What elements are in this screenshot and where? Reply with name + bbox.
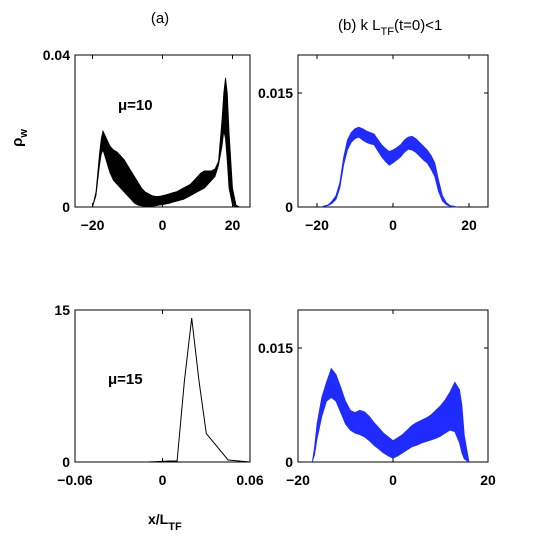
x-tick-label: −0.06 (57, 472, 93, 488)
y-tick-label: 0 (285, 199, 293, 215)
x-tick-label: −20 (286, 472, 310, 488)
y-tick-label: 0 (62, 454, 70, 470)
y-tick-label: 0 (62, 199, 70, 215)
x-tick-label: −20 (305, 217, 329, 233)
x-tick-label: 0 (159, 217, 167, 233)
density-band (92, 77, 240, 208)
x-tick-label: 20 (461, 217, 477, 233)
density-band (320, 126, 458, 208)
y-tick-label: 15 (54, 302, 70, 318)
plot-frame (74, 309, 251, 463)
panel-b-bottom: −20 0 20 0 0.015 (258, 309, 496, 488)
x-tick-label: 20 (225, 217, 241, 233)
panel-b-title: (b) k LTF(t=0)<1 (338, 17, 442, 38)
mu-annotation: μ=10 (118, 97, 153, 114)
density-line (75, 318, 251, 463)
y-axis-label: ρw (9, 129, 30, 147)
density-band (311, 367, 470, 463)
x-tick-label: 0 (159, 472, 167, 488)
x-tick-label: 20 (480, 472, 496, 488)
x-tick-label: −20 (81, 217, 105, 233)
panel-b-top: −20 0 20 0 0.015 (258, 54, 489, 233)
panel-a-top: −20 0 20 0 0.04 μ=10 (43, 47, 251, 233)
y-tick-label: 0.015 (258, 340, 293, 356)
panel-a-bottom: −0.06 0 0.06 0 15 μ=15 (54, 302, 263, 488)
x-tick-label: 0 (389, 217, 397, 233)
y-tick-label: 0.015 (258, 85, 293, 101)
y-tick-label: 0 (285, 454, 293, 470)
x-tick-label: 0 (389, 472, 397, 488)
plot-frame (297, 54, 489, 208)
y-tick-label: 0.04 (43, 47, 70, 63)
x-tick-label: 0.06 (236, 472, 263, 488)
panel-a-title: (a) (151, 10, 169, 27)
x-axis-label: x/LTF (148, 511, 182, 533)
mu-annotation: μ=15 (108, 371, 143, 388)
